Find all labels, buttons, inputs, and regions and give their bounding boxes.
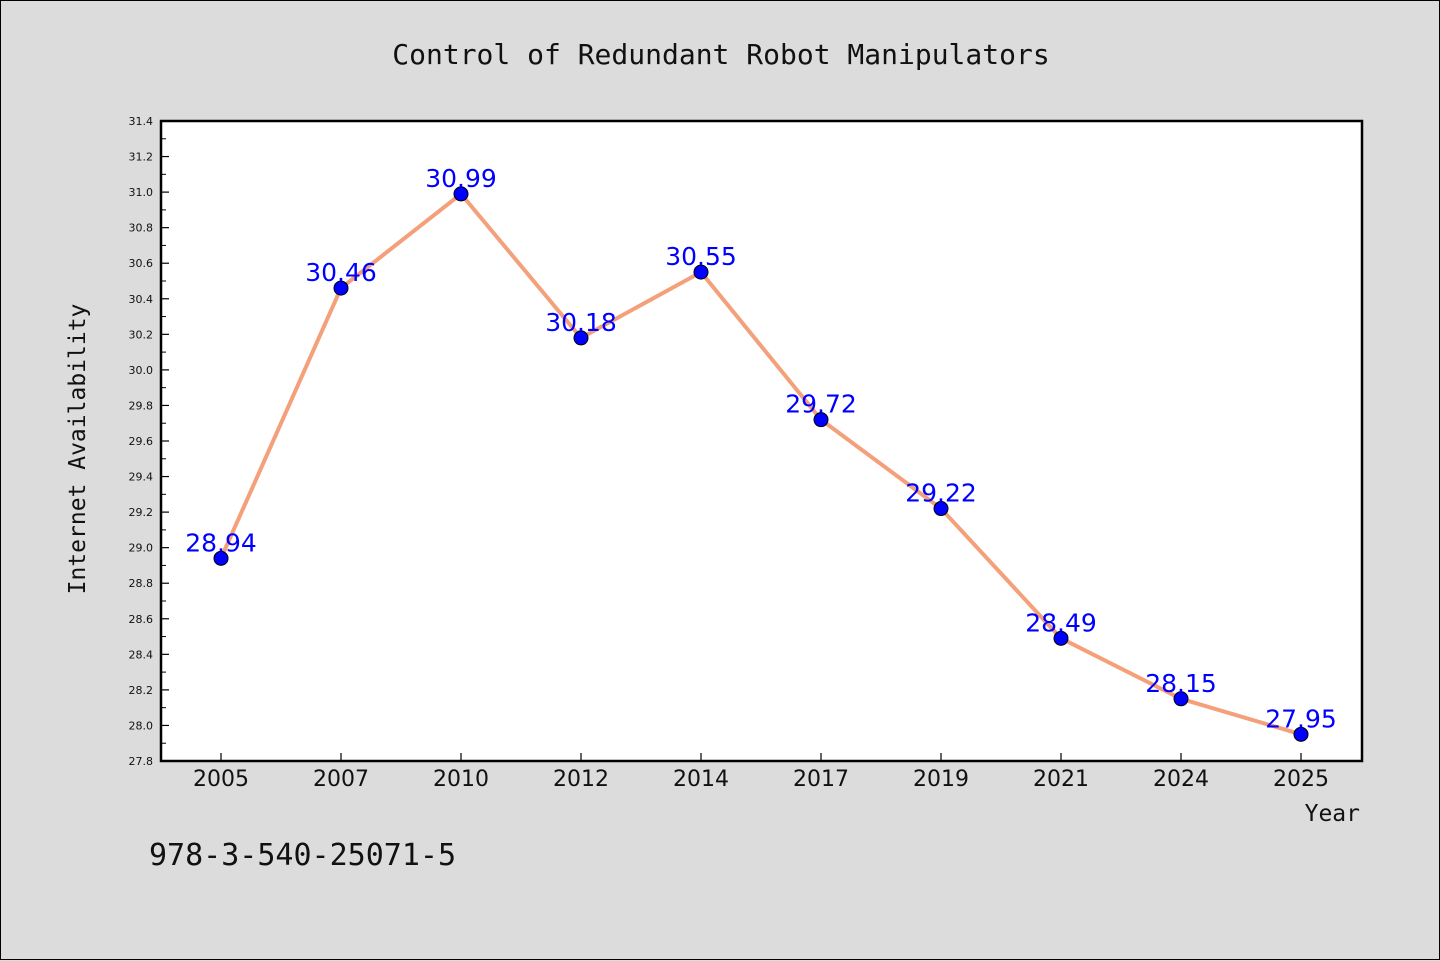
y-tick-label: 31.0	[129, 186, 154, 199]
data-label: 29.22	[905, 479, 977, 508]
y-tick-label: 29.4	[129, 471, 154, 484]
x-tick-label: 2010	[433, 767, 489, 792]
data-point	[1053, 630, 1069, 646]
x-tick-label: 2017	[793, 767, 849, 792]
y-tick-label: 30.6	[129, 257, 154, 270]
y-tick-label: 31.2	[129, 151, 154, 164]
y-tick-label: 29.8	[129, 399, 154, 412]
data-point	[933, 501, 949, 517]
series-layer	[213, 186, 1309, 742]
y-tick-label: 29.0	[129, 542, 154, 555]
y-tick-label: 29.2	[129, 506, 154, 519]
data-label: 28.49	[1025, 608, 1097, 637]
y-tick-label: 28.8	[129, 577, 154, 590]
y-tick-label: 31.4	[129, 115, 154, 128]
data-point	[813, 412, 829, 428]
x-tick-label: 2012	[553, 767, 609, 792]
y-tick-label: 28.4	[129, 648, 154, 661]
data-label: 28.15	[1145, 669, 1217, 698]
data-label: 30.46	[305, 258, 377, 287]
y-tick-label: 29.6	[129, 435, 154, 448]
y-tick-label: 30.0	[129, 364, 154, 377]
y-axis-ticks: 27.8 28.0 28.2 28.4 28.6 28.8 29.0 29.2 29.4 29.6…	[129, 115, 169, 768]
data-label: 29.72	[785, 390, 857, 419]
y-tick-label: 30.8	[129, 222, 154, 235]
data-label: 30.55	[665, 242, 737, 271]
series-line	[219, 191, 1302, 737]
y-tick-label: 28.6	[129, 613, 154, 626]
data-label: 27.95	[1265, 704, 1337, 733]
data-point	[1173, 691, 1189, 707]
x-tick-label: 2019	[913, 767, 969, 792]
plot-area	[159, 119, 1364, 763]
x-tick-label: 2007	[313, 767, 369, 792]
data-point	[213, 550, 229, 566]
x-axis-label: Year	[1305, 801, 1360, 827]
data-point	[573, 330, 589, 346]
data-point	[453, 186, 469, 202]
data-point	[693, 264, 709, 280]
chart-title: Control of Redundant Robot Manipulators	[392, 38, 1049, 71]
y-tick-label: 27.8	[129, 755, 154, 768]
x-tick-label: 2014	[673, 767, 729, 792]
y-axis-label: Internet Availability	[65, 304, 91, 595]
x-tick-label: 2021	[1033, 767, 1089, 792]
y-tick-label: 28.2	[129, 684, 154, 697]
x-tick-label: 2024	[1153, 767, 1209, 792]
isbn-annotation: 978-3-540-25071-5	[149, 838, 456, 873]
x-tick-label: 2005	[193, 767, 249, 792]
x-tick-label: 2025	[1273, 767, 1329, 792]
x-axis-ticks: 2005 2007 2010 2012 2014 2017 2019 2021 2024 2025	[193, 753, 1329, 792]
data-label: 30.99	[425, 164, 497, 193]
data-label: 30.18	[545, 308, 617, 337]
y-tick-label: 30.4	[129, 293, 154, 306]
y-tick-label: 30.2	[129, 328, 154, 341]
data-point	[333, 280, 349, 296]
data-label: 28.94	[185, 528, 257, 557]
y-tick-label: 28.0	[129, 719, 154, 732]
data-labels-layer: 28.94 30.46 30.99 30.18 30.55 29.72 29.22 28.49…	[185, 164, 1337, 733]
data-point	[1293, 726, 1309, 742]
